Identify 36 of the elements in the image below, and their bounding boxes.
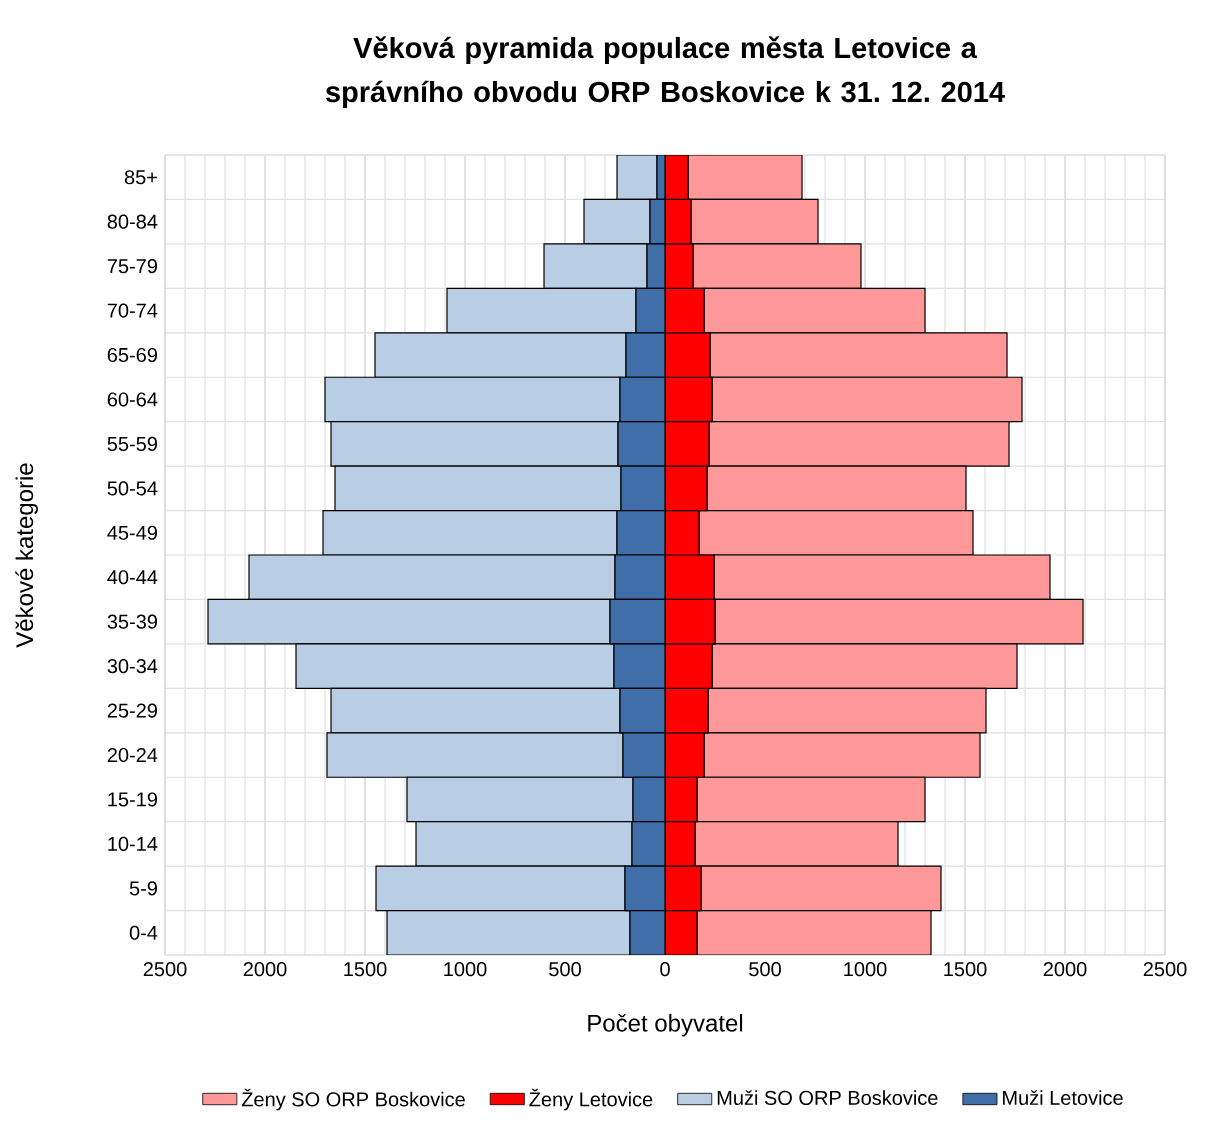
y-tick-label: 50-54 xyxy=(107,481,158,496)
y-tick-label: 15-19 xyxy=(108,792,157,807)
x-tick-label: 0 xyxy=(660,962,670,977)
legend-label: Muži SO ORP Boskovice xyxy=(717,1090,938,1105)
x-tick-label: 500 xyxy=(749,962,781,977)
y-axis-title: Věkové kategorie xyxy=(15,463,38,648)
y-tick-label: 55-59 xyxy=(107,436,157,451)
x-tick-label: 2500 xyxy=(1143,962,1187,977)
x-tick-label: 500 xyxy=(549,962,581,977)
y-tick-label: 40-44 xyxy=(107,570,158,585)
chart-title: Věková pyramida populace města Letovice a správního obvodu ORP Boskovice k 31. 12. 2014 xyxy=(325,36,1005,108)
x-tick-label: 1000 xyxy=(844,962,887,977)
y-tick-label: 0-4 xyxy=(129,925,158,940)
x-tick-label: 2000 xyxy=(1043,962,1087,977)
y-tick-label: 75-79 xyxy=(107,259,157,274)
y-tick-label: 80-84 xyxy=(107,214,158,229)
legend-label: Muži Letovice xyxy=(1003,1090,1123,1105)
y-tick-label: 25-29 xyxy=(107,703,157,718)
y-tick-label: 35-39 xyxy=(107,614,157,629)
y-tick-label: 5-9 xyxy=(129,881,158,896)
y-tick-label: 10-14 xyxy=(108,836,158,851)
y-tick-label: 45-49 xyxy=(107,525,157,540)
legend-label: Ženy SO ORP Boskovice xyxy=(241,1088,465,1111)
y-tick-label: 60-64 xyxy=(107,392,158,407)
x-tick-label: 1500 xyxy=(944,962,987,977)
legend-label: Ženy Letovice xyxy=(529,1088,653,1111)
x-tick-label: 2500 xyxy=(143,962,187,977)
x-tick-label: 1500 xyxy=(344,962,387,977)
y-tick-label: 70-74 xyxy=(107,303,158,318)
y-tick-label: 65-69 xyxy=(107,347,157,363)
x-tick-label: 1000 xyxy=(444,962,487,977)
x-axis-title: Počet obyvatel xyxy=(588,1013,743,1037)
y-tick-label: 20-24 xyxy=(107,747,158,763)
x-tick-label: 2000 xyxy=(243,962,287,977)
y-tick-label: 30-34 xyxy=(107,659,158,674)
y-tick-label: 85+ xyxy=(124,170,157,185)
